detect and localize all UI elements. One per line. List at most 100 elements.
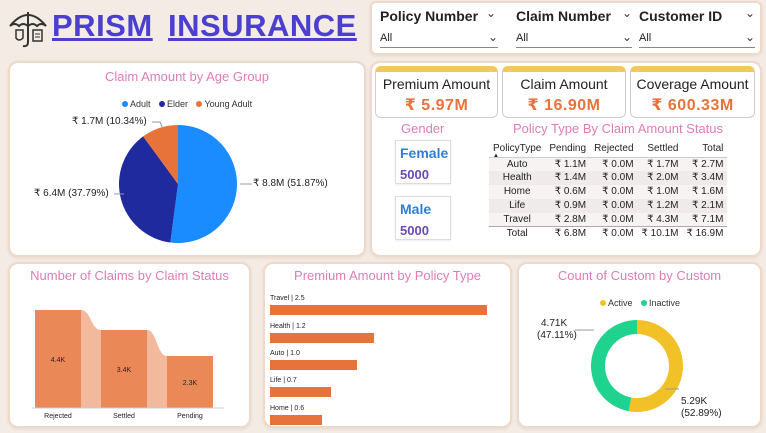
filters-panel [370, 1, 762, 55]
table-cell: ₹ 1.0M [647, 186, 679, 198]
table-cell: ₹ 1.4M [554, 172, 587, 184]
kpi-premium-value: ₹ 5.97M [404, 97, 469, 114]
gender-female-card[interactable]: Female 5000 [395, 140, 451, 184]
table-total-row: Total ₹ 6.8M ₹ 0.0M ₹ 10.1M ₹ 16.9M [489, 225, 728, 241]
table-cell: ₹ 0.0M [602, 158, 634, 170]
chevron-down-icon[interactable]: ⌄ [621, 6, 632, 20]
kpi-premium-title: Premium Amount [382, 76, 491, 92]
bar-home[interactable] [270, 415, 322, 425]
gender-male-card[interactable]: Male 5000 [395, 196, 451, 240]
label-young-adult: ₹ 1.7M (10.34%) [72, 116, 147, 127]
bar-pending[interactable] [167, 356, 213, 408]
chevron-down-icon: ⌄ [621, 30, 632, 44]
table-cell: ₹ 2.1M [692, 200, 724, 212]
label-adult: ₹ 8.8M (51.87%) [253, 178, 328, 189]
bar-settled[interactable] [101, 330, 147, 408]
bar-value-label: 4.4K [51, 357, 66, 364]
claims-status-title: Number of Claims by Claim Status [30, 268, 229, 283]
gender-male-label: Male [400, 201, 432, 217]
table-cell: ₹ 2.8M [554, 213, 587, 225]
table-cell: ₹ 4.3M [647, 213, 679, 225]
bar-label: Health | 1.2 [270, 323, 306, 330]
label-elder: ₹ 6.4M (37.79%) [34, 188, 109, 199]
bar-travel[interactable] [270, 305, 487, 315]
brand-title-word1: PRISM [52, 8, 153, 43]
label-inactive: 4.71K [541, 318, 568, 329]
table-row: Life ₹ 0.9M ₹ 0.0M ₹ 1.2M ₹ 2.1M [489, 198, 728, 213]
legend-inactive[interactable]: Inactive [640, 298, 680, 308]
legend-young-adult[interactable]: Young Adult [196, 99, 252, 109]
slice-inactive[interactable] [591, 320, 637, 412]
slice-elder[interactable] [119, 136, 178, 243]
age-group-title: Claim Amount by Age Group [104, 69, 270, 84]
table-cell: Travel [503, 213, 531, 225]
claim-number-label: Claim Number [516, 8, 611, 24]
legend-dot-icon [122, 101, 128, 107]
table-cell: Auto [506, 158, 528, 170]
legend-elder[interactable]: Elder [158, 99, 188, 109]
bar-label: Home | 0.6 [270, 405, 305, 412]
table-cell: ₹ 1.1M [554, 158, 587, 170]
table-cell: ₹ 6.8M [545, 225, 591, 241]
table-cell: ₹ 0.0M [590, 225, 638, 241]
table-cell: ₹ 2.7M [692, 158, 724, 170]
bar-value-label: 3.4K [117, 367, 132, 374]
legend-active[interactable]: Active [600, 298, 633, 308]
table-cell: Home [503, 186, 531, 198]
bar-value-label: 2.3K [183, 380, 198, 387]
chevron-down-icon: ⌄ [744, 30, 755, 44]
bar-label: Life | 0.7 [270, 377, 297, 384]
column-header[interactable]: Total [682, 140, 728, 158]
column-header[interactable]: PolicyType [489, 140, 546, 158]
kpi-coverage-value: ₹ 600.33M [651, 97, 734, 114]
legend-dot-icon [196, 101, 203, 107]
policy-number-filter[interactable]: Policy Number ⌄ All ⌄ [372, 0, 502, 52]
column-header[interactable]: Settled [637, 140, 683, 158]
customer-status-legend: Active Inactive [600, 293, 684, 311]
slice-adult[interactable] [170, 125, 238, 243]
table-row: Home ₹ 0.6M ₹ 0.0M ₹ 1.0M ₹ 1.6M [489, 184, 728, 199]
bar-life[interactable] [270, 387, 331, 397]
table-cell: ₹ 0.0M [602, 172, 634, 184]
bar-label: Auto | 1.0 [270, 350, 300, 357]
bar-health[interactable] [270, 333, 374, 343]
table-cell: ₹ 0.9M [554, 200, 587, 212]
age-group-pie [114, 121, 252, 243]
column-header[interactable]: Pending [545, 140, 591, 158]
claim-number-filter[interactable]: Claim Number ⌄ All ⌄ [508, 0, 638, 52]
table-row: Auto ₹ 1.1M ₹ 0.0M ₹ 1.7M ₹ 2.7M [489, 157, 728, 171]
sort-arrow-icon[interactable]: ▲ [493, 153, 499, 159]
customer-status-card: Count of Custom by Custom Active Inactiv… [517, 262, 762, 428]
policy-number-select[interactable]: All ⌄ [380, 30, 498, 48]
chevron-down-icon[interactable]: ⌄ [485, 6, 496, 20]
policy-type-table: PolicyType Pending Rejected Settled Tota… [489, 140, 728, 241]
table-cell: Life [509, 200, 526, 212]
policy-table-title: Policy Type By Claim Amount Status [513, 121, 724, 136]
slice-young-adult[interactable] [143, 125, 178, 184]
header: PRISM INSURANCE [0, 0, 370, 55]
bar-auto[interactable] [270, 360, 357, 370]
customer-id-filter[interactable]: Customer ID ⌄ All ⌄ [631, 0, 761, 52]
category-label: Settled [113, 413, 135, 420]
legend-dot-icon [158, 101, 165, 107]
age-group-card: Claim Amount by Age Group Adult Elder Yo… [8, 61, 366, 257]
claims-status-chart: 4.4K 3.4K 2.3K Rejected Settled Pending [32, 310, 224, 420]
column-header[interactable]: Rejected [590, 140, 638, 158]
table-cell: ₹ 1.7M [647, 158, 679, 170]
table-cell: ₹ 0.0M [602, 186, 634, 198]
gender-female-label: Female [400, 145, 449, 161]
chevron-down-icon[interactable]: ⌄ [744, 6, 755, 20]
customer-id-select[interactable]: All ⌄ [639, 30, 755, 48]
bar-rejected[interactable] [35, 310, 81, 408]
category-label: Pending [177, 413, 203, 420]
label-active: 5.29K [681, 396, 708, 407]
claim-number-select[interactable]: All ⌄ [516, 30, 632, 48]
kpi-claim-value: ₹ 16.90M [527, 97, 601, 114]
gender-female-value: 5000 [400, 167, 429, 182]
label-inactive: (47.11%) [537, 330, 577, 341]
leader-line [152, 121, 164, 130]
kpi-coverage: Coverage Amount ₹ 600.33M [630, 66, 755, 118]
brand-title-word2: INSURANCE [168, 8, 357, 43]
kpi-claim: Claim Amount ₹ 16.90M [502, 66, 626, 118]
legend-adult[interactable]: Adult [122, 99, 151, 109]
